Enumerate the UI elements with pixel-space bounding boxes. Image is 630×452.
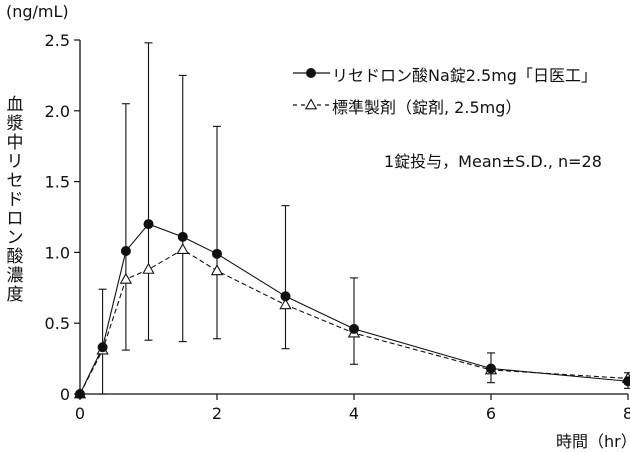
y-tick-label: 1.5 bbox=[45, 173, 70, 192]
y-tick-label: 1.0 bbox=[45, 243, 70, 262]
legend-marker-test bbox=[306, 68, 316, 78]
data-point-test bbox=[486, 363, 496, 374]
data-point-test bbox=[349, 323, 359, 334]
data-point-reference bbox=[119, 272, 133, 284]
axes bbox=[74, 39, 629, 400]
x-tick-label: 2 bbox=[212, 404, 222, 423]
legend-label-reference: 標準製剤（錠剤, 2.5mg） bbox=[332, 98, 522, 117]
data-point-test bbox=[280, 291, 291, 302]
data-point-test bbox=[75, 389, 85, 399]
y-unit-label: (ng/mL) bbox=[6, 2, 69, 21]
data-point-reference bbox=[142, 262, 155, 274]
data-point-test bbox=[212, 248, 222, 259]
data-point-test bbox=[623, 376, 630, 387]
series-line-reference bbox=[79, 248, 629, 395]
y-tick-label: 2.0 bbox=[45, 102, 70, 121]
y-tick-label: 2.5 bbox=[45, 31, 70, 50]
data-point-reference bbox=[176, 242, 189, 254]
legend-marks bbox=[293, 68, 330, 110]
y-tick-label: 0.5 bbox=[45, 314, 70, 333]
data-point-test bbox=[177, 231, 188, 242]
tick-labels: 0 0.5 1.0 1.5 2.0 2.5 0 2 4 6 8 bbox=[45, 31, 630, 423]
data-point-test bbox=[97, 342, 108, 353]
series-lines bbox=[79, 223, 629, 395]
data-point-reference bbox=[279, 298, 292, 310]
chart-note: 1錠投与，Mean±S.D., n=28 bbox=[384, 152, 602, 171]
error-bars bbox=[98, 42, 630, 395]
data-point-test bbox=[120, 245, 131, 256]
data-point-reference bbox=[210, 264, 224, 276]
y-tick-label: 0 bbox=[60, 385, 70, 404]
series-markers bbox=[73, 219, 630, 399]
x-axis-title: 時間（hr） bbox=[556, 432, 630, 451]
legend-marker-reference bbox=[304, 98, 318, 110]
x-tick-label: 6 bbox=[486, 404, 496, 423]
x-tick-label: 0 bbox=[75, 404, 85, 423]
x-tick-label: 8 bbox=[623, 404, 630, 423]
data-point-test bbox=[143, 219, 154, 230]
legend-label-test: リセドロン酸Na錠2.5mg「日医工」 bbox=[332, 66, 597, 85]
y-axis-title: 血漿中リセドロン酸濃度 bbox=[6, 95, 24, 305]
x-tick-label: 4 bbox=[349, 404, 359, 423]
series-line-test bbox=[79, 223, 629, 395]
